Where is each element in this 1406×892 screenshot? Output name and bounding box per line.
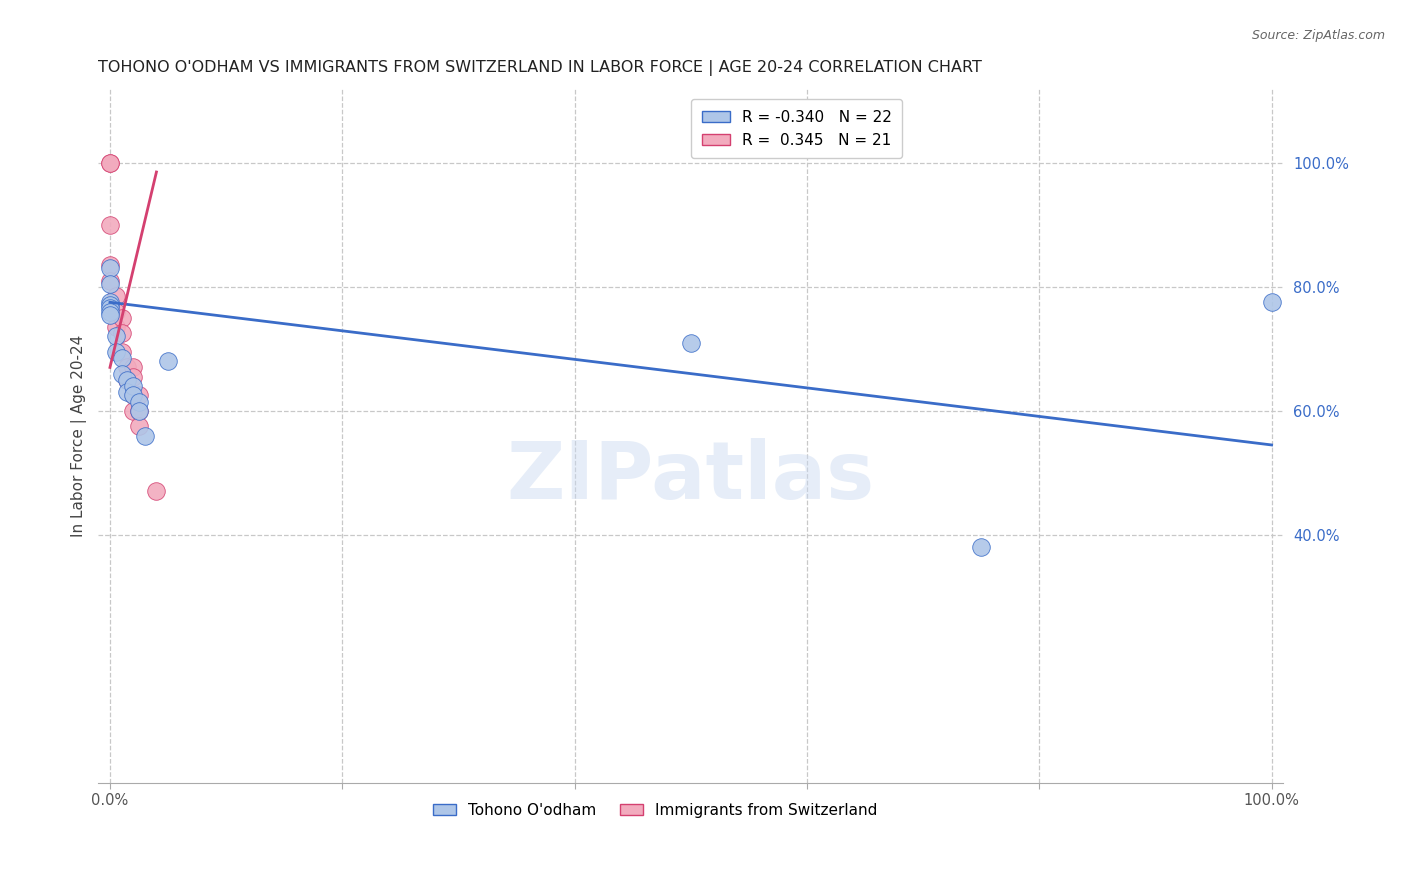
Point: [970, 541, 993, 555]
Point: [679, 335, 702, 350]
Point: [98, 277, 121, 291]
Point: [134, 428, 156, 442]
Point: [98, 298, 121, 312]
Point: [122, 379, 145, 393]
Point: [104, 289, 127, 303]
Point: [98, 301, 121, 316]
Point: [110, 367, 132, 381]
Point: [145, 484, 167, 499]
Point: [110, 345, 132, 359]
Text: ZIPatlas: ZIPatlas: [506, 438, 875, 516]
Point: [157, 354, 180, 368]
Point: [128, 388, 150, 402]
Point: [104, 345, 127, 359]
Text: Source: ZipAtlas.com: Source: ZipAtlas.com: [1251, 29, 1385, 42]
Point: [122, 388, 145, 402]
Point: [117, 360, 139, 375]
Y-axis label: In Labor Force | Age 20-24: In Labor Force | Age 20-24: [72, 334, 87, 537]
Legend: Tohono O'odham, Immigrants from Switzerland: Tohono O'odham, Immigrants from Switzerl…: [427, 797, 883, 824]
Point: [98, 304, 121, 318]
Point: [98, 261, 121, 276]
Point: [122, 360, 145, 375]
Point: [110, 326, 132, 341]
Point: [104, 329, 127, 343]
Point: [98, 258, 121, 272]
Point: [104, 304, 127, 318]
Point: [98, 274, 121, 288]
Point: [122, 404, 145, 418]
Text: TOHONO O'ODHAM VS IMMIGRANTS FROM SWITZERLAND IN LABOR FORCE | AGE 20-24 CORRELA: TOHONO O'ODHAM VS IMMIGRANTS FROM SWITZE…: [98, 60, 983, 76]
Point: [122, 388, 145, 402]
Point: [110, 310, 132, 325]
Point: [104, 320, 127, 334]
Point: [122, 369, 145, 384]
Point: [98, 155, 121, 169]
Point: [128, 404, 150, 418]
Point: [98, 155, 121, 169]
Point: [98, 308, 121, 322]
Point: [128, 419, 150, 434]
Point: [128, 394, 150, 409]
Point: [117, 373, 139, 387]
Point: [1260, 295, 1282, 310]
Point: [110, 351, 132, 365]
Point: [117, 385, 139, 400]
Point: [128, 404, 150, 418]
Point: [117, 373, 139, 387]
Point: [98, 218, 121, 232]
Point: [98, 295, 121, 310]
